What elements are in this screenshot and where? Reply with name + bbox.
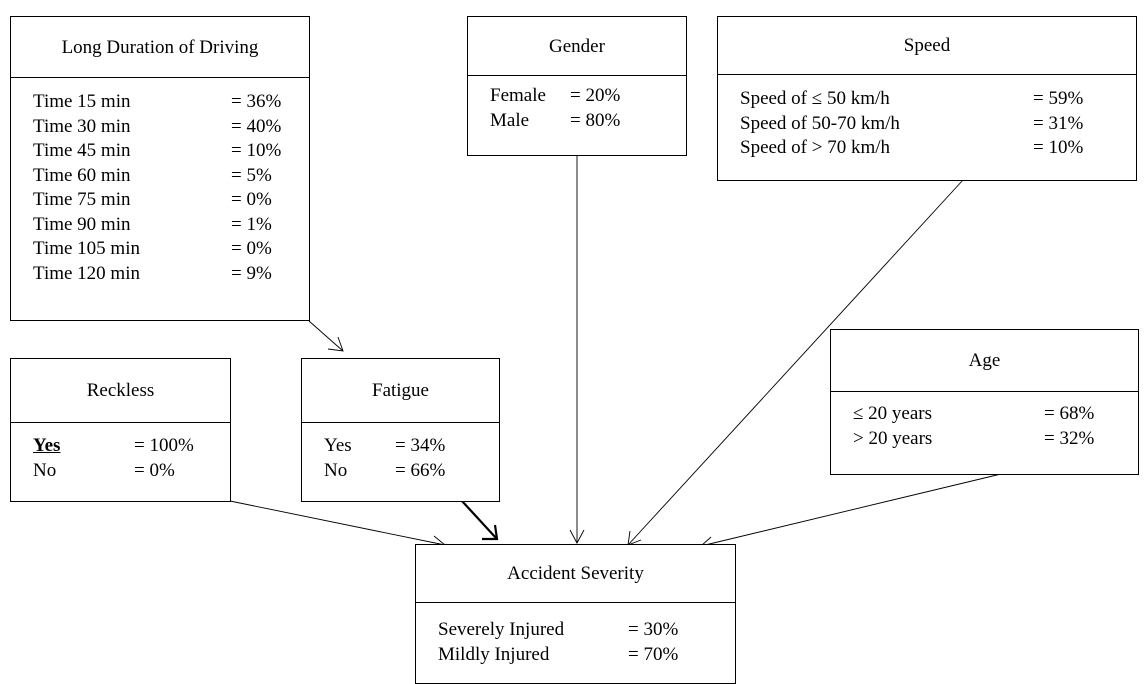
state-probability: = 10% — [231, 140, 282, 161]
node-title: Reckless — [11, 359, 230, 423]
state-row: Time 105 min = 0% — [33, 237, 309, 262]
node-reckless: Reckless Yes = 100% No = 0% — [10, 358, 231, 502]
state-label: Time 75 min — [33, 189, 131, 210]
state-row: Speed of ≤ 50 km/h = 59% — [740, 87, 1136, 112]
edge-speed-severity — [627, 179, 964, 546]
node-title: Age — [831, 330, 1138, 392]
node-long-duration-of-driving: Long Duration of Driving Time 15 min = 36… — [10, 16, 310, 321]
state-probability: = 31% — [1033, 112, 1084, 134]
node-title: Speed — [718, 17, 1136, 75]
state-probability: = 70% — [628, 643, 679, 665]
state-row: Speed of 50-70 km/h = 31% — [740, 112, 1136, 137]
state-row: Female = 20% — [490, 84, 686, 109]
state-label: Time 90 min — [33, 213, 131, 235]
state-label: No — [324, 459, 348, 481]
state-probability: = 0% — [231, 189, 272, 210]
state-probability: = 30% — [628, 619, 679, 640]
node-age: Age ≤ 20 years = 68% > 20 years = 32% — [830, 329, 1139, 475]
state-probability: = 100% — [134, 435, 194, 456]
state-row: Yes = 34% — [324, 434, 499, 459]
state-probability: = 10% — [1033, 137, 1084, 158]
state-label: Speed of > 70 km/h — [740, 137, 891, 158]
state-row: Time 30 min = 40% — [33, 115, 309, 140]
state-probability: = 5% — [231, 164, 272, 186]
state-row: ≤ 20 years = 68% — [853, 402, 1138, 427]
state-probability: = 20% — [570, 85, 621, 106]
state-label: Severely Injured — [438, 619, 565, 640]
state-label: Time 120 min — [33, 262, 140, 284]
state-label: No — [33, 459, 57, 481]
edge-fatigue-severity — [461, 500, 497, 539]
edge-reckless-severity — [229, 500, 446, 546]
state-probability: = 32% — [1044, 427, 1095, 449]
edge-duration-fatigue-arrowhead — [327, 336, 344, 352]
state-row: No = 66% — [324, 459, 499, 484]
state-label: Speed of ≤ 50 km/h — [740, 88, 890, 109]
node-speed: Speed Speed of ≤ 50 km/h = 59% Speed of 5… — [717, 16, 1137, 181]
state-probability: = 68% — [1044, 403, 1095, 424]
state-row: Yes = 100% — [33, 434, 230, 459]
state-label: Time 60 min — [33, 164, 131, 186]
state-probability: = 34% — [395, 435, 446, 456]
state-row: Time 45 min = 10% — [33, 139, 309, 164]
state-label: Female — [490, 85, 546, 106]
state-row: Time 90 min = 1% — [33, 213, 309, 238]
state-label: Time 15 min — [33, 91, 131, 112]
state-label: Time 105 min — [33, 238, 140, 259]
state-label: > 20 years — [853, 427, 933, 449]
edge-duration-fatigue — [308, 320, 344, 352]
state-row: Male = 80% — [490, 109, 686, 134]
state-label: Male — [490, 109, 530, 131]
edge-gender-severity-arrowhead — [569, 529, 585, 544]
state-row: Time 75 min = 0% — [33, 188, 309, 213]
state-probability: = 80% — [570, 109, 621, 131]
state-row: Speed of > 70 km/h = 10% — [740, 136, 1136, 161]
state-label: Yes — [324, 435, 352, 456]
state-row: Mildly Injured = 70% — [438, 643, 735, 668]
state-probability: = 0% — [231, 238, 272, 259]
node-title: Long Duration of Driving — [11, 17, 309, 78]
state-probability: = 66% — [395, 459, 446, 481]
state-label: Speed of 50-70 km/h — [740, 112, 900, 134]
state-probability: = 36% — [231, 91, 282, 112]
state-probability: = 40% — [231, 115, 282, 137]
state-probability: = 9% — [231, 262, 272, 284]
state-row: Time 15 min = 36% — [33, 90, 309, 115]
edge-age-severity — [700, 473, 1002, 547]
node-title: Gender — [468, 17, 686, 76]
state-probability: = 59% — [1033, 88, 1084, 109]
node-accident-severity: Accident Severity Severely Injured = 30% … — [415, 544, 736, 684]
state-probability: = 1% — [231, 213, 272, 235]
state-label: Time 30 min — [33, 115, 131, 137]
state-row: Time 120 min = 9% — [33, 262, 309, 287]
state-row: Time 60 min = 5% — [33, 164, 309, 189]
edge-fatigue-severity-arrowhead — [482, 524, 499, 541]
state-row: > 20 years = 32% — [853, 427, 1138, 452]
state-row: Severely Injured = 30% — [438, 618, 735, 643]
state-label-selected: Yes — [33, 435, 61, 456]
node-title: Accident Severity — [416, 545, 735, 603]
state-probability: = 0% — [134, 459, 175, 481]
node-title: Fatigue — [302, 359, 499, 423]
node-fatigue: Fatigue Yes = 34% No = 66% — [301, 358, 500, 502]
state-row: No = 0% — [33, 459, 230, 484]
node-gender: Gender Female = 20% Male = 80% — [467, 16, 687, 156]
state-label: ≤ 20 years — [853, 403, 933, 424]
state-label: Mildly Injured — [438, 643, 550, 665]
state-label: Time 45 min — [33, 140, 131, 161]
